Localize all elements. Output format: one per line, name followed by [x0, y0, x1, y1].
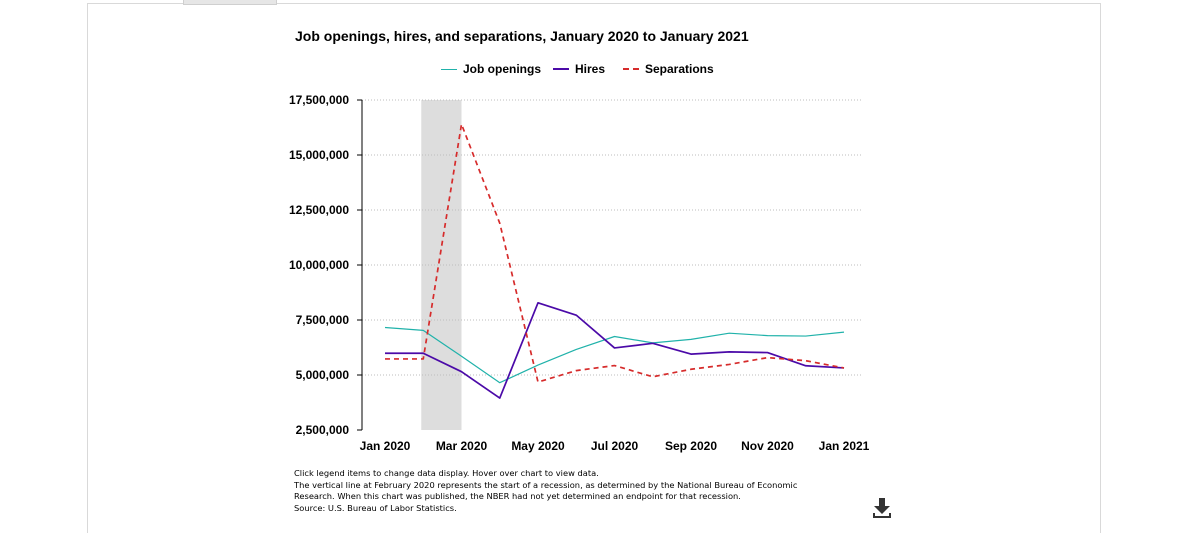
- note-line: Source: U.S. Bureau of Labor Statistics.: [294, 502, 457, 513]
- y-tick-label: 7,500,000: [296, 313, 350, 327]
- x-tick-label: Mar 2020: [436, 439, 488, 453]
- legend-item-job-openings[interactable]: Job openings: [441, 61, 541, 77]
- y-tick-label: 10,000,000: [289, 258, 349, 272]
- download-icon: [873, 498, 891, 518]
- x-tick-label: Jan 2021: [819, 439, 870, 453]
- note-line: Research. When this chart was published,…: [294, 491, 741, 502]
- download-button[interactable]: [870, 496, 894, 520]
- tab-stub[interactable]: [183, 0, 277, 5]
- legend-label-hires: Hires: [575, 62, 606, 76]
- legend-swatch-job-openings: [441, 68, 457, 70]
- legend-label-separations: Separations: [645, 62, 714, 76]
- chart-plot-area[interactable]: 2,500,000 5,000,000 7,500,000 10,000,000 12,…: [0, 0, 1192, 470]
- y-tick-label: 12,500,000: [289, 203, 349, 217]
- x-tick-label: Jan 2020: [360, 439, 411, 453]
- series-line-separations: [385, 123, 845, 383]
- y-tick-label: 17,500,000: [289, 93, 349, 107]
- chart-legend: Job openings Hires Separations: [0, 61, 1192, 77]
- chart-container: [87, 3, 1101, 533]
- legend-item-separations[interactable]: Separations: [623, 61, 714, 77]
- y-tick-label: 5,000,000: [296, 368, 350, 382]
- x-tick-label: Jul 2020: [591, 439, 639, 453]
- y-tick-label: 2,500,000: [296, 423, 350, 437]
- legend-label-job-openings: Job openings: [463, 62, 541, 76]
- recession-shading: [421, 100, 462, 430]
- note-line: The vertical line at February 2020 repre…: [294, 479, 798, 490]
- note-line: Click legend items to change data displa…: [294, 468, 599, 478]
- y-tick-label: 15,000,000: [289, 148, 349, 162]
- x-tick-label: Sep 2020: [665, 439, 717, 453]
- legend-item-hires[interactable]: Hires: [553, 61, 605, 77]
- x-tick-label: Nov 2020: [741, 439, 794, 453]
- x-tick-label: May 2020: [511, 439, 565, 453]
- chart-title: Job openings, hires, and separations, Ja…: [295, 28, 749, 44]
- chart-notes: Click legend items to change data displa…: [294, 468, 854, 514]
- legend-swatch-hires: [553, 68, 569, 70]
- series-line-job-openings: [384, 326, 845, 384]
- series-line-hires: [385, 301, 845, 399]
- legend-swatch-separations: [623, 68, 639, 70]
